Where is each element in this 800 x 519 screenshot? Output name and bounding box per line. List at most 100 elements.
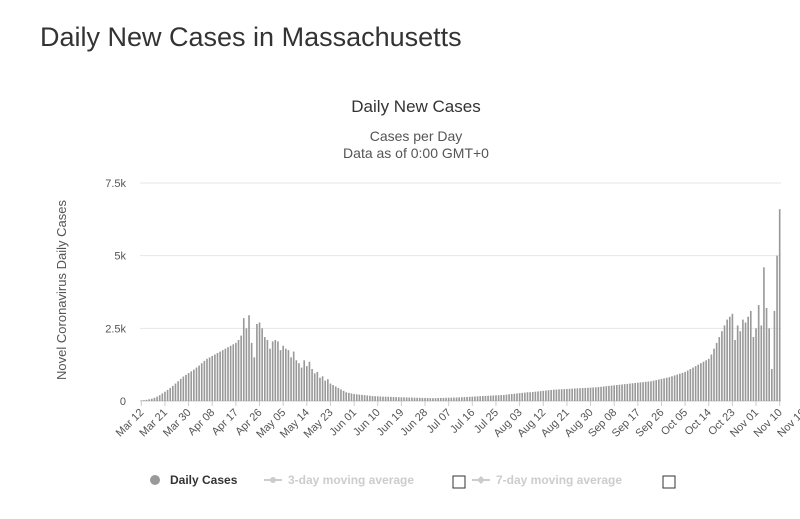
- bar[interactable]: [424, 397, 426, 401]
- bar[interactable]: [610, 385, 613, 401]
- bar[interactable]: [736, 325, 739, 401]
- bar[interactable]: [200, 363, 203, 401]
- bar[interactable]: [151, 398, 153, 401]
- bar[interactable]: [592, 387, 594, 401]
- bar[interactable]: [597, 387, 600, 401]
- bar[interactable]: [463, 397, 466, 401]
- bar[interactable]: [616, 385, 618, 401]
- legend-item-3-day-average[interactable]: 3-day moving average: [264, 473, 414, 487]
- bar[interactable]: [694, 366, 697, 401]
- bar[interactable]: [245, 328, 248, 401]
- bar[interactable]: [705, 360, 707, 401]
- bar[interactable]: [327, 379, 329, 401]
- bar[interactable]: [594, 387, 597, 401]
- bar[interactable]: [445, 397, 447, 401]
- bar[interactable]: [613, 385, 615, 401]
- bar[interactable]: [692, 367, 694, 401]
- bar[interactable]: [739, 331, 742, 401]
- bar[interactable]: [458, 397, 460, 401]
- bar[interactable]: [495, 395, 497, 401]
- bar[interactable]: [545, 390, 547, 401]
- bar[interactable]: [303, 360, 306, 401]
- bar[interactable]: [558, 389, 560, 401]
- bar[interactable]: [689, 369, 692, 401]
- bar[interactable]: [747, 316, 749, 401]
- bar[interactable]: [329, 383, 332, 401]
- bar[interactable]: [266, 339, 269, 401]
- bar[interactable]: [256, 323, 258, 401]
- bar[interactable]: [242, 318, 245, 401]
- bar[interactable]: [371, 396, 374, 401]
- bar[interactable]: [277, 341, 279, 401]
- bar[interactable]: [600, 386, 602, 401]
- bar[interactable]: [274, 339, 277, 401]
- bar[interactable]: [505, 394, 508, 401]
- bar[interactable]: [573, 388, 576, 402]
- bar[interactable]: [476, 396, 479, 401]
- bar[interactable]: [164, 391, 166, 401]
- bar[interactable]: [715, 342, 718, 401]
- bar[interactable]: [298, 363, 300, 401]
- bar[interactable]: [411, 397, 413, 401]
- bar[interactable]: [447, 397, 450, 401]
- bar[interactable]: [190, 371, 193, 401]
- bar[interactable]: [679, 373, 681, 401]
- bar[interactable]: [169, 387, 172, 401]
- bar[interactable]: [332, 385, 334, 401]
- bar[interactable]: [313, 373, 316, 401]
- bar[interactable]: [702, 361, 705, 401]
- bar[interactable]: [248, 315, 250, 401]
- bar[interactable]: [203, 360, 206, 401]
- bar[interactable]: [518, 393, 521, 401]
- bar[interactable]: [529, 392, 531, 401]
- bar[interactable]: [547, 390, 550, 401]
- bar[interactable]: [421, 397, 424, 401]
- bar[interactable]: [214, 354, 216, 401]
- bar[interactable]: [660, 378, 663, 401]
- bar[interactable]: [153, 397, 156, 401]
- bar[interactable]: [426, 398, 429, 401]
- bar[interactable]: [400, 397, 403, 401]
- bar[interactable]: [284, 348, 287, 401]
- bar[interactable]: [671, 376, 673, 401]
- bar[interactable]: [539, 391, 542, 401]
- bar[interactable]: [492, 395, 495, 401]
- bar[interactable]: [726, 319, 728, 401]
- bar[interactable]: [177, 381, 179, 401]
- bar[interactable]: [439, 397, 442, 401]
- bar[interactable]: [534, 391, 537, 401]
- bar[interactable]: [542, 390, 545, 401]
- bar[interactable]: [768, 328, 770, 401]
- bar[interactable]: [185, 374, 187, 401]
- bar[interactable]: [182, 376, 185, 401]
- bar[interactable]: [429, 398, 432, 401]
- bar[interactable]: [408, 397, 411, 401]
- bar[interactable]: [576, 388, 579, 401]
- bar[interactable]: [316, 371, 319, 401]
- bar[interactable]: [778, 209, 781, 401]
- bar[interactable]: [697, 364, 700, 401]
- bar[interactable]: [455, 397, 458, 401]
- bar[interactable]: [552, 389, 555, 401]
- bar[interactable]: [749, 310, 752, 401]
- bar[interactable]: [403, 397, 405, 401]
- bar[interactable]: [340, 389, 342, 401]
- bar[interactable]: [282, 345, 284, 401]
- bar[interactable]: [526, 392, 529, 401]
- bar[interactable]: [390, 396, 392, 401]
- bar[interactable]: [374, 396, 376, 401]
- bar[interactable]: [629, 383, 631, 401]
- bar[interactable]: [295, 360, 298, 401]
- bar[interactable]: [395, 397, 397, 401]
- bar[interactable]: [734, 339, 736, 401]
- bar[interactable]: [484, 395, 487, 401]
- bar[interactable]: [413, 397, 416, 401]
- bar[interactable]: [350, 393, 353, 401]
- bar[interactable]: [442, 397, 445, 401]
- bar[interactable]: [489, 395, 492, 401]
- bar[interactable]: [235, 342, 237, 401]
- bar[interactable]: [482, 396, 484, 401]
- bar[interactable]: [263, 337, 266, 401]
- bar[interactable]: [602, 386, 605, 401]
- bar[interactable]: [229, 345, 232, 401]
